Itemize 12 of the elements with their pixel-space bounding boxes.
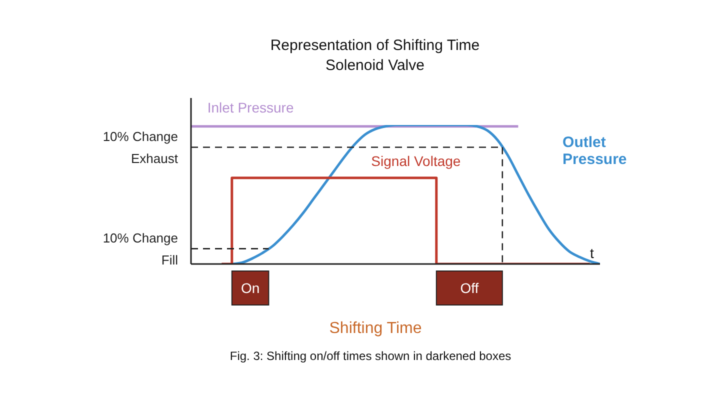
series-label: Inlet Pressure <box>207 99 294 116</box>
text: Outlet Pressure <box>562 134 627 168</box>
chart-title: Representation of Shifting Time <box>270 37 480 54</box>
time-box: On <box>231 270 270 306</box>
chart-subtitle: Solenoid Valve <box>326 57 424 74</box>
ref-line-label: 10% Change Exhaust <box>102 129 178 166</box>
x-axis-title: t <box>590 245 594 261</box>
ref-line-label: 10% Change Fill <box>102 230 178 268</box>
series-label: Signal Voltage <box>371 152 461 169</box>
text: Shifting Time <box>329 320 422 337</box>
caption: Fig. 3: Shifting on/off times shown in darkened boxes <box>230 349 512 363</box>
time-box: Off <box>436 270 503 306</box>
